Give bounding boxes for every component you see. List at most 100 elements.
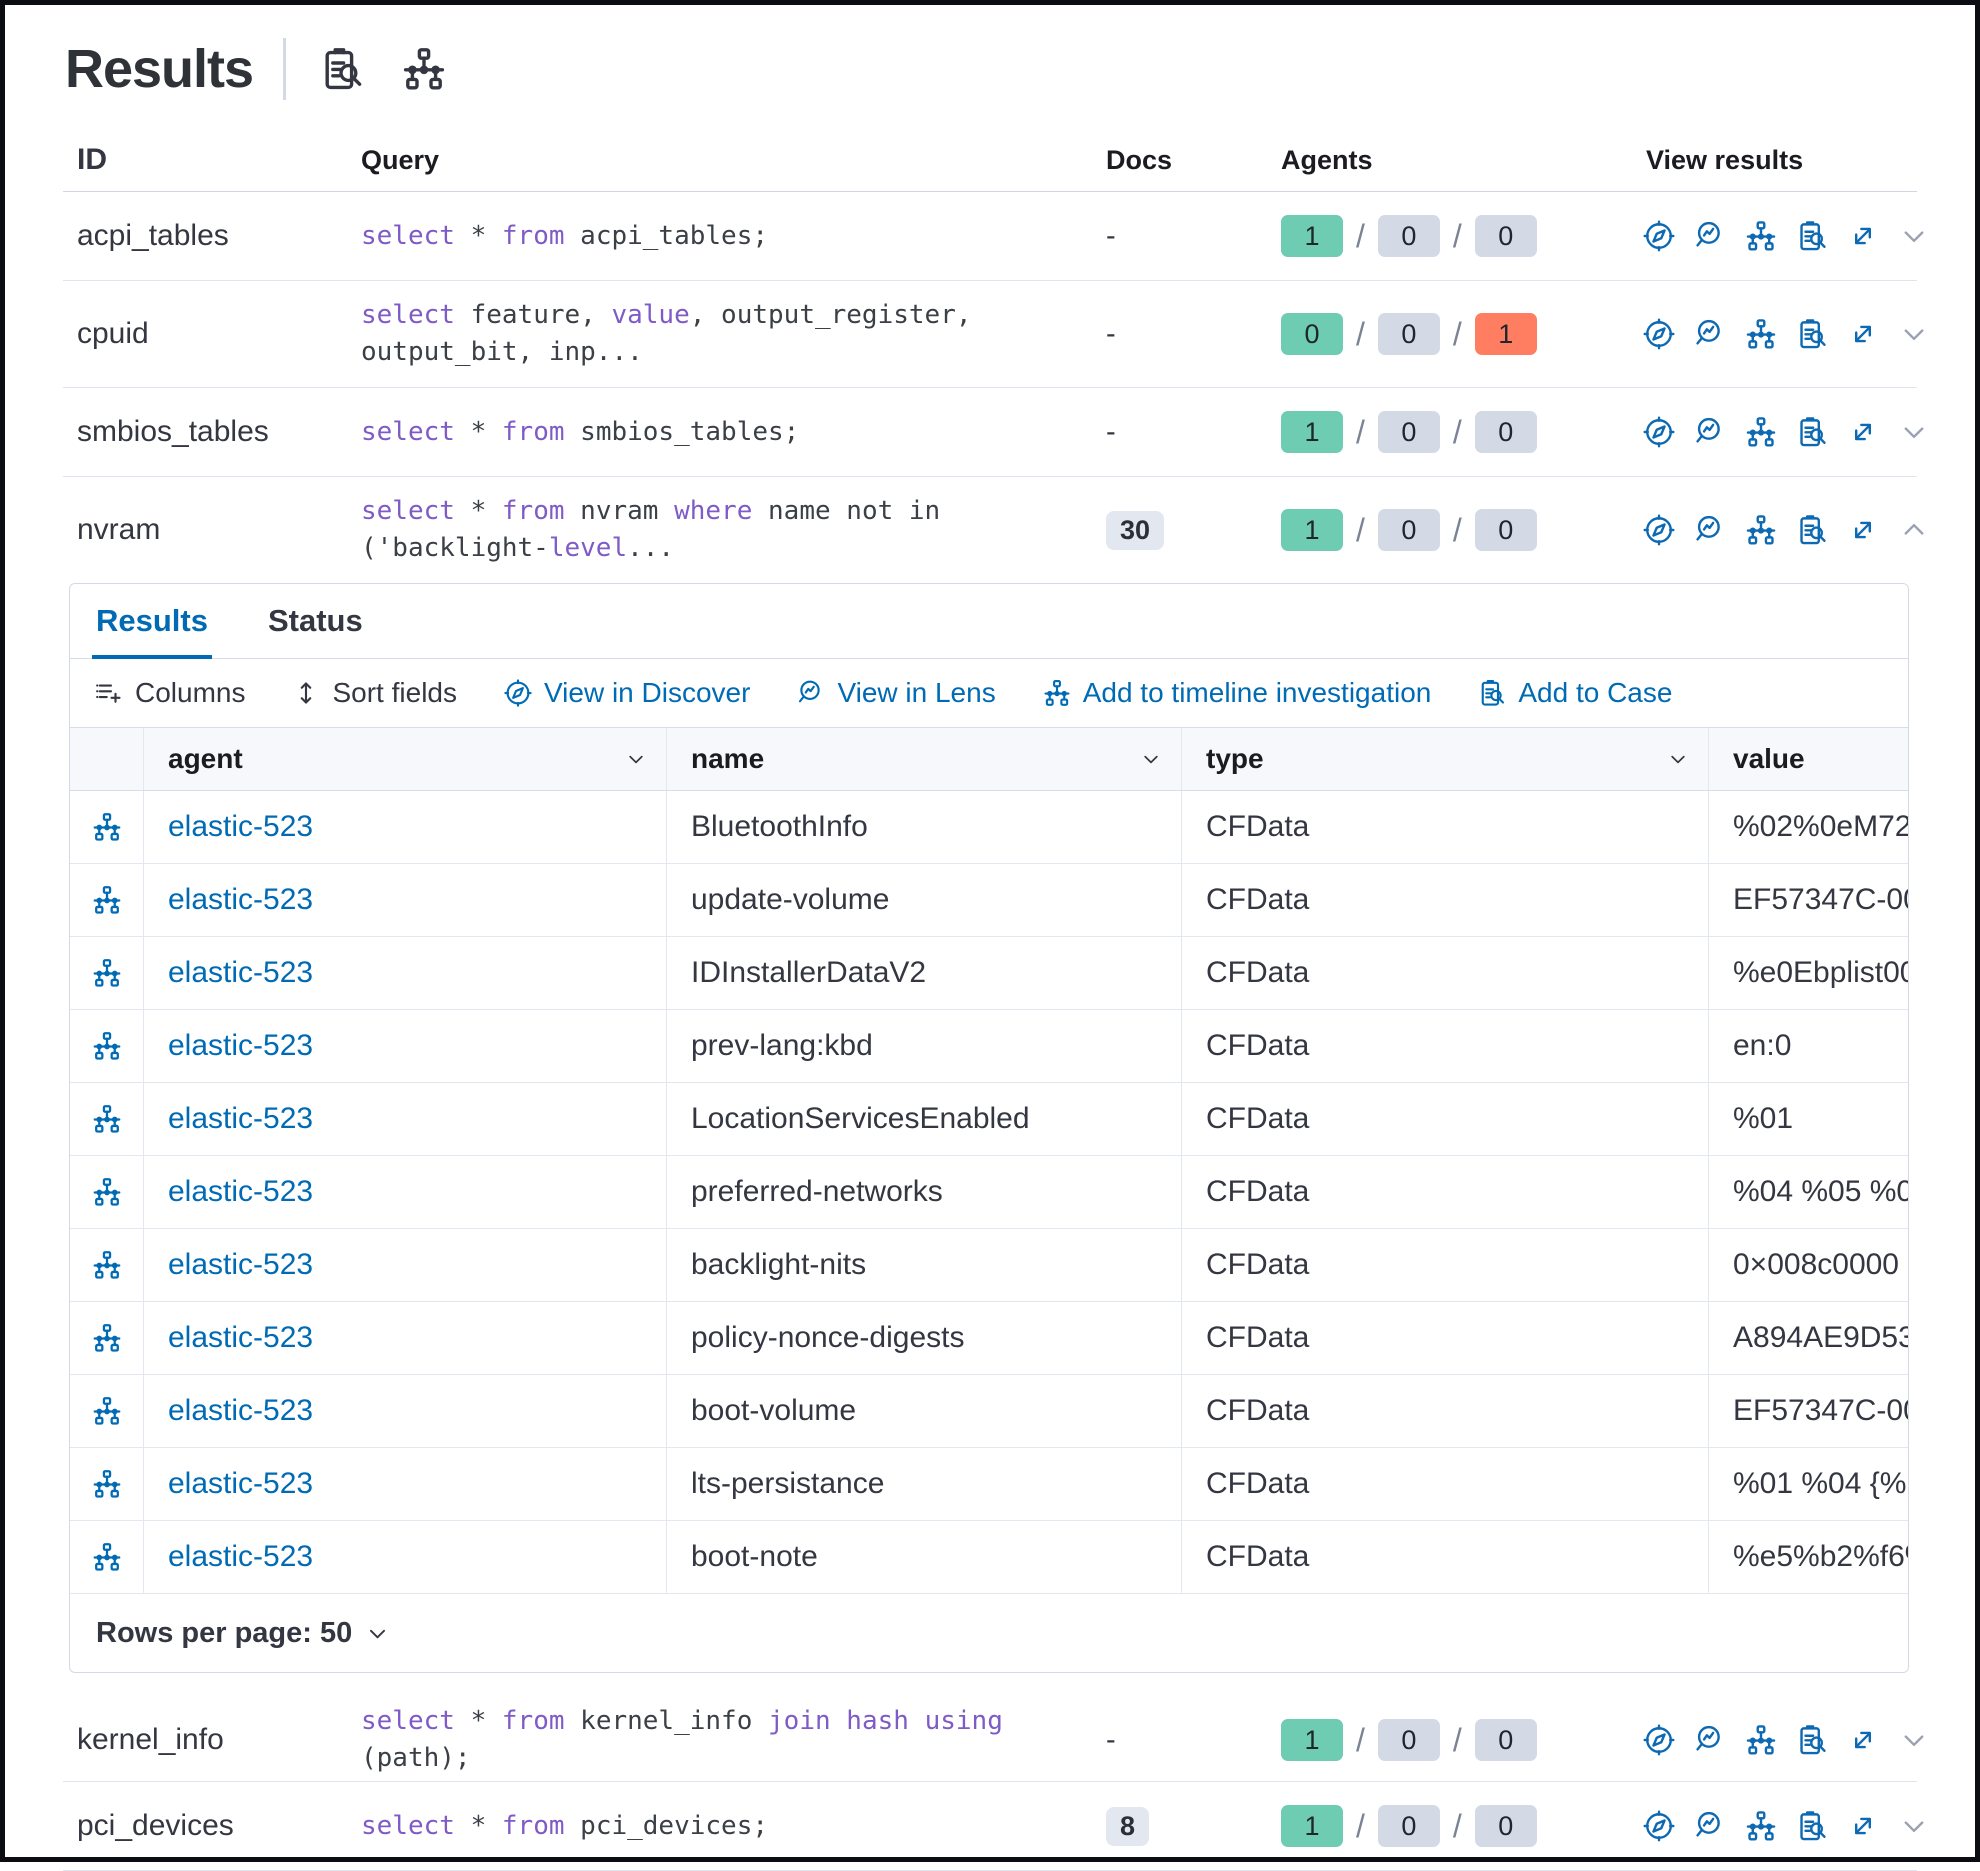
view-in-lens-icon[interactable]	[1693, 1723, 1727, 1757]
add-to-timeline-icon[interactable]	[1744, 1809, 1778, 1843]
sort-fields-button[interactable]: Sort fields	[291, 677, 457, 709]
add-to-timeline-icon[interactable]	[91, 957, 123, 989]
add-to-timeline-icon[interactable]	[91, 1176, 123, 1208]
expand-row-icon[interactable]	[1897, 415, 1931, 449]
type-cell: CFData	[1182, 1521, 1709, 1593]
agent-link[interactable]: elastic-523	[168, 1102, 314, 1135]
view-in-lens-button[interactable]: View in Lens	[796, 677, 996, 709]
column-header-label: value	[1733, 743, 1805, 774]
expand-row-icon[interactable]	[1897, 1723, 1931, 1757]
add-to-timeline-investigation-button[interactable]: Add to timeline investigation	[1042, 677, 1431, 709]
add-to-timeline-icon[interactable]	[1744, 415, 1778, 449]
type-cell: CFData	[1182, 1302, 1709, 1374]
collapse-row-icon[interactable]	[1897, 513, 1931, 547]
case-icon[interactable]	[318, 45, 366, 93]
timeline-icon[interactable]	[400, 45, 448, 93]
view-in-discover-button[interactable]: View in Discover	[503, 677, 750, 709]
agent-link[interactable]: elastic-523	[168, 810, 314, 843]
column-header-label: agent	[168, 743, 243, 774]
agent-link[interactable]: elastic-523	[168, 1029, 314, 1062]
row-actions-cell	[70, 1156, 144, 1228]
view-in-discover-icon[interactable]	[1642, 415, 1676, 449]
expand-icon[interactable]	[1846, 1723, 1880, 1757]
sort-chevron-icon[interactable]	[1139, 747, 1163, 771]
add-to-case-icon[interactable]	[1795, 1723, 1829, 1757]
docs-count: -	[1106, 415, 1116, 448]
add-to-case-icon[interactable]	[1795, 1809, 1829, 1843]
tab-status[interactable]: Status	[267, 603, 363, 638]
sort-chevron-icon[interactable]	[624, 747, 648, 771]
expand-icon[interactable]	[1846, 317, 1880, 351]
expand-icon[interactable]	[1846, 415, 1880, 449]
add-to-timeline-icon[interactable]	[1744, 317, 1778, 351]
sort-chevron-icon[interactable]	[1666, 747, 1690, 771]
view-in-lens-icon[interactable]	[1693, 317, 1727, 351]
column-header-value[interactable]: value	[1709, 728, 1908, 790]
row-actions-cell	[70, 1448, 144, 1520]
agents-badge-gray: 0	[1474, 215, 1537, 257]
add-to-case-icon[interactable]	[1795, 513, 1829, 547]
add-to-case-button[interactable]: Add to Case	[1477, 677, 1672, 709]
add-to-timeline-icon[interactable]	[91, 1249, 123, 1281]
agents-separator: /	[1356, 1807, 1365, 1844]
view-in-lens-icon[interactable]	[1693, 415, 1727, 449]
view-in-discover-icon[interactable]	[1642, 513, 1676, 547]
agent-link[interactable]: elastic-523	[168, 1394, 314, 1427]
column-header-agent[interactable]: agent	[144, 728, 667, 790]
add-to-timeline-icon[interactable]	[91, 1030, 123, 1062]
agents-badge-green: 1	[1281, 1719, 1343, 1761]
query-sql: select * from pci_devices;	[361, 1810, 769, 1841]
agent-link[interactable]: elastic-523	[168, 1540, 314, 1573]
expand-icon[interactable]	[1846, 1809, 1880, 1843]
columns-button[interactable]: Columns	[94, 677, 245, 709]
column-header-name[interactable]: name	[667, 728, 1182, 790]
view-in-lens-icon[interactable]	[1693, 513, 1727, 547]
tab-results[interactable]: Results	[92, 584, 212, 659]
column-header-type[interactable]: type	[1182, 728, 1709, 790]
view-in-discover-icon[interactable]	[1642, 1723, 1676, 1757]
add-to-timeline-icon[interactable]	[91, 884, 123, 916]
result-row: elastic-523 boot-volume CFData EF57347C-00	[70, 1375, 1908, 1448]
expand-icon[interactable]	[1846, 219, 1880, 253]
rows-per-page-control[interactable]: Rows per page: 50	[70, 1594, 1908, 1672]
view-in-discover-icon[interactable]	[1642, 317, 1676, 351]
view-in-discover-icon[interactable]	[1642, 1809, 1676, 1843]
value-cell: 0×008c0000	[1733, 1248, 1899, 1281]
agent-link[interactable]: elastic-523	[168, 1467, 314, 1500]
agents-status: 1 / 0 / 0	[1273, 1719, 1638, 1761]
agent-link[interactable]: elastic-523	[168, 883, 314, 916]
result-row: elastic-523 update-volume CFData EF57347C-0…	[70, 864, 1908, 937]
agent-link[interactable]: elastic-523	[168, 1321, 314, 1354]
docs-count-badge: 8	[1106, 1806, 1150, 1846]
agent-link[interactable]: elastic-523	[168, 1175, 314, 1208]
expand-icon[interactable]	[1846, 513, 1880, 547]
agents-badge-green: 1	[1281, 215, 1343, 257]
add-to-case-icon[interactable]	[1795, 317, 1829, 351]
query-id: nvram	[77, 513, 161, 546]
add-to-timeline-icon[interactable]	[91, 1541, 123, 1573]
view-in-lens-icon[interactable]	[1693, 1809, 1727, 1843]
add-to-timeline-icon[interactable]	[1744, 1723, 1778, 1757]
add-to-timeline-icon[interactable]	[1744, 219, 1778, 253]
expand-row-icon[interactable]	[1897, 1809, 1931, 1843]
agents-badge-green: 1	[1281, 1805, 1343, 1847]
add-to-timeline-icon[interactable]	[91, 1395, 123, 1427]
view-in-discover-icon[interactable]	[1642, 219, 1676, 253]
view-in-lens-icon[interactable]	[1693, 219, 1727, 253]
add-to-timeline-icon[interactable]	[91, 1468, 123, 1500]
add-to-timeline-icon[interactable]	[91, 1322, 123, 1354]
add-to-timeline-icon[interactable]	[1744, 513, 1778, 547]
view-results-actions	[1638, 415, 1931, 449]
agent-link[interactable]: elastic-523	[168, 956, 314, 989]
query-id: pci_devices	[77, 1809, 234, 1842]
add-to-case-icon[interactable]	[1795, 415, 1829, 449]
agent-link[interactable]: elastic-523	[168, 1248, 314, 1281]
value-cell: %04 %05 %0b	[1733, 1175, 1908, 1208]
agents-status: 0 / 0 / 1	[1273, 313, 1638, 355]
add-to-case-icon[interactable]	[1795, 219, 1829, 253]
expand-row-icon[interactable]	[1897, 317, 1931, 351]
add-to-timeline-icon[interactable]	[91, 1103, 123, 1135]
add-to-timeline-icon[interactable]	[91, 811, 123, 843]
expand-row-icon[interactable]	[1897, 219, 1931, 253]
